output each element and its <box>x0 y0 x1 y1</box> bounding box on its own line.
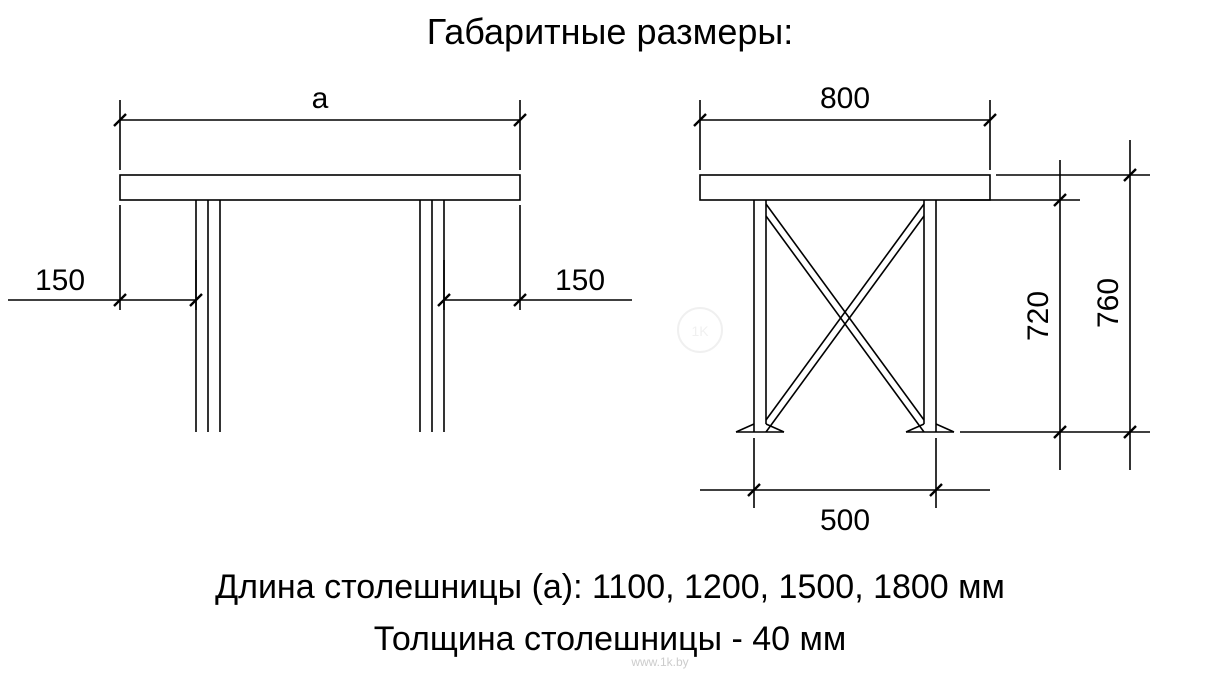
front-left-leg <box>196 200 220 432</box>
dim-left-inset: 150 <box>8 205 202 310</box>
dim-760: 760 <box>996 140 1150 470</box>
footer-line1: Длина столешницы (а): 1100, 1200, 1500, … <box>215 568 1005 606</box>
dim-left-150: 150 <box>35 264 85 297</box>
watermark-icon: 1K <box>678 308 722 352</box>
front-tabletop <box>120 175 520 200</box>
dim-a: a <box>114 82 526 170</box>
side-x-brace <box>766 204 924 432</box>
dim-800: 800 <box>694 82 996 170</box>
dim-right-inset: 150 <box>438 205 632 310</box>
front-view: a 150 150 <box>8 82 632 432</box>
dim-right-150: 150 <box>555 264 605 297</box>
dim-a-label: a <box>312 82 329 115</box>
dim-720: 720 <box>960 160 1080 470</box>
svg-text:1K: 1K <box>691 323 709 339</box>
dim-500-label: 500 <box>820 504 870 537</box>
side-tabletop <box>700 175 990 200</box>
dim-720-label: 720 <box>1022 291 1055 341</box>
watermark-text: www.1k.by <box>630 655 688 669</box>
drawing-canvas: Габаритные размеры: a <box>0 0 1220 674</box>
dim-760-label: 760 <box>1092 278 1125 328</box>
side-view: 800 500 720 760 <box>678 82 1150 537</box>
title: Габаритные размеры: <box>427 11 794 52</box>
front-right-leg <box>420 200 444 432</box>
dim-800-label: 800 <box>820 82 870 115</box>
footer-line2: Толщина столешницы - 40 мм <box>374 620 847 658</box>
dim-500: 500 <box>700 438 990 537</box>
